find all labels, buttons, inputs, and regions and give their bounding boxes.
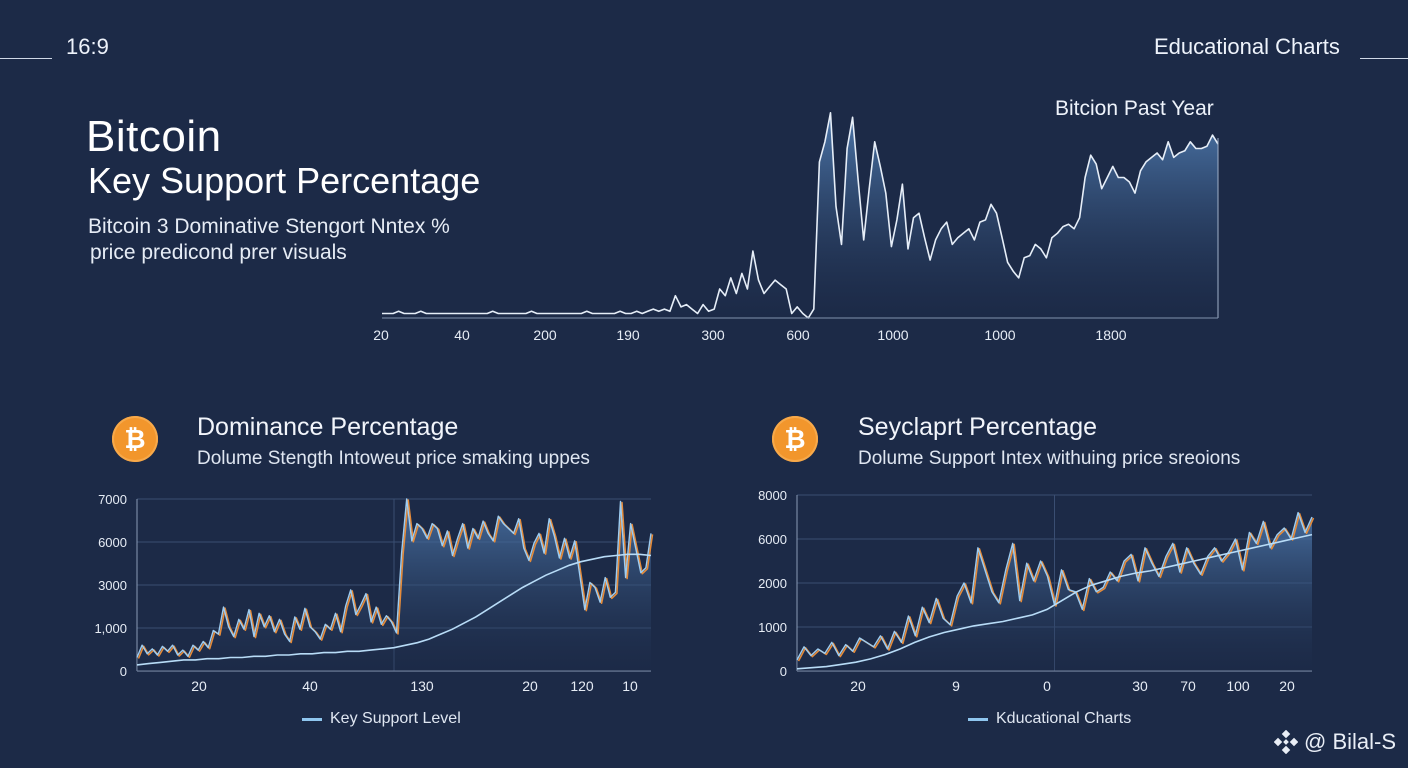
right-chart-x-tick: 70 (1180, 678, 1196, 694)
left-chart-support-line (136, 553, 652, 666)
left-chart-x-tick: 120 (570, 678, 594, 694)
top-chart-x-tick: 300 (701, 327, 725, 343)
right-chart-x-tick: 100 (1226, 678, 1250, 694)
left-chart-blue-line (136, 498, 652, 658)
left-chart-orange-line (137, 499, 654, 659)
left-chart-y-tick: 7000 (98, 492, 127, 507)
top-chart-x-tick: 1000 (877, 327, 908, 343)
right-chart-y-tick: 0 (780, 664, 787, 679)
right-chart-y-tick: 8000 (758, 488, 787, 503)
brand-label: Educational Charts (1154, 34, 1340, 59)
watermark: @ Bilal-S (1274, 729, 1396, 755)
left-panel-subtitle: Dolume Stength Intoweut price smaking up… (197, 448, 590, 469)
left-chart-x-tick: 20 (191, 678, 207, 694)
left-chart-x-tick: 40 (302, 678, 318, 694)
left-chart-y-tick: 1,000 (94, 621, 127, 636)
binance-diamond-icon (1274, 730, 1298, 754)
top-chart: 20 40 200 190 300 600 1000 1000 1800 (373, 112, 1219, 343)
left-chart-y-tick: 6000 (98, 535, 127, 550)
left-chart: 0 1,000 3000 6000 7000 20 40 130 20 120 10 (94, 492, 654, 694)
left-panel-title: Dominance Percentage (197, 413, 459, 441)
right-panel-title: Seyclaprt Percentage (858, 413, 1098, 441)
legend-swatch (302, 717, 322, 721)
header-rule-right (1360, 58, 1408, 59)
left-legend-label: Key Support Level (330, 710, 461, 727)
top-chart-x-tick: 190 (616, 327, 640, 343)
top-chart-area (382, 112, 1218, 318)
top-chart-x-tick: 20 (373, 327, 389, 343)
right-chart-x-tick: 30 (1132, 678, 1148, 694)
right-chart-y-tick: 6000 (758, 532, 787, 547)
top-chart-x-tick: 40 (454, 327, 470, 343)
top-chart-x-tick: 1000 (984, 327, 1015, 343)
top-chart-x-tick: 600 (786, 327, 810, 343)
right-chart-y-tick: 1000 (758, 620, 787, 635)
right-chart-x-tick: 9 (952, 678, 960, 694)
aspect-label: 16:9 (66, 34, 109, 59)
left-chart-x-tick: 130 (410, 678, 434, 694)
right-chart-support-line (796, 533, 1313, 670)
hero-title-line1: Bitcoin (86, 112, 222, 161)
left-chart-y-tick: 0 (120, 664, 127, 679)
watermark-text: @ Bilal-S (1304, 729, 1397, 754)
top-chart-title: Bitcion Past Year (1055, 97, 1214, 120)
right-chart-y-tick: 2000 (758, 576, 787, 591)
right-chart-legend: Kducational Charts (968, 710, 1131, 728)
right-legend-label: Kducational Charts (996, 710, 1132, 727)
left-chart-y-tick: 3000 (98, 578, 127, 593)
header-rule-left (0, 58, 52, 59)
right-chart-area (797, 512, 1312, 671)
top-chart-line (382, 112, 1219, 319)
right-chart-orange-line (797, 512, 1315, 662)
hero-subtitle-line1: Bitcoin 3 Dominative Stengort Nntex % (88, 215, 450, 238)
hero-subtitle-line2: price predicond prer visuals (90, 241, 347, 264)
right-chart-x-tick: 20 (850, 678, 866, 694)
bitcoin-coin-icon: ₿ (772, 416, 818, 462)
right-chart-x-tick: 20 (1279, 678, 1295, 694)
left-chart-x-tick: 20 (522, 678, 538, 694)
top-chart-x-tick: 1800 (1095, 327, 1126, 343)
bitcoin-coin-icon: ₿ (112, 416, 158, 462)
top-chart-x-tick: 200 (533, 327, 557, 343)
legend-swatch (968, 717, 988, 721)
hero-title-line2: Key Support Percentage (88, 160, 481, 201)
left-chart-x-tick: 10 (622, 678, 638, 694)
right-chart-x-tick: 0 (1043, 678, 1051, 694)
right-panel-subtitle: Dolume Support Intex withuing price sreo… (858, 448, 1241, 469)
right-chart: 0 1000 2000 6000 8000 20 9 0 30 70 100 20 (758, 488, 1315, 694)
left-chart-legend: Key Support Level (302, 710, 461, 728)
